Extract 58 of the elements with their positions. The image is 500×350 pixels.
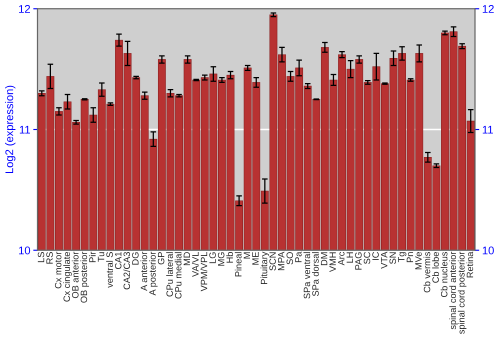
- x-tick-label: Tg: [398, 252, 406, 262]
- x-tick-label: ME: [252, 252, 259, 265]
- x-tick-label: M: [244, 252, 250, 259]
- x-tick-label: SCN: [269, 252, 276, 271]
- y2-tick-label: 11: [482, 126, 493, 134]
- x-tick-label: DG: [132, 252, 139, 265]
- x-tick-label: ventral S: [106, 252, 113, 288]
- x-tick-label: SPa dorsal: [312, 252, 319, 296]
- x-tick-label: SC: [364, 252, 370, 264]
- x-tick-label: SN: [389, 252, 396, 264]
- x-tick-label: CA1: [114, 252, 122, 270]
- y-tick-label: 12: [19, 5, 30, 13]
- x-tick-label: Arc: [338, 252, 344, 266]
- x-tick-label: MG: [218, 252, 224, 266]
- x-tick-label: Cx cingulate: [63, 252, 72, 302]
- x-tick-label: MPA: [278, 252, 284, 270]
- x-tick-label: Pituitary: [260, 252, 270, 284]
- x-tick-label: RS: [46, 252, 53, 264]
- y-tick-label: 11: [20, 126, 30, 134]
- x-tick-label: IC: [372, 252, 379, 260]
- x-tick-label: Tu: [98, 252, 104, 262]
- x-tick-label: Hb: [226, 252, 233, 263]
- y2-tick-label: 10: [482, 246, 494, 254]
- x-tick-label: A posterior: [149, 252, 158, 296]
- x-tick-label: CPu medial: [174, 252, 182, 299]
- x-tick-label: Retina: [466, 252, 474, 278]
- x-tick-label: spinal cord anterior: [449, 252, 458, 330]
- x-tick-label: CA2/CA3: [123, 252, 130, 290]
- x-tick-label: MD: [184, 252, 190, 266]
- y2-tick-label: 12: [482, 5, 494, 13]
- x-tick-label: Pn: [406, 252, 414, 262]
- x-tick-label: OB posterior: [80, 252, 89, 303]
- x-tick-label: CPu lateral: [166, 252, 173, 297]
- x-tick-label: VPM/VPL: [200, 252, 208, 292]
- x-tick-label: OB anterior: [72, 252, 79, 298]
- x-tick-label: SPa ventral: [303, 252, 310, 299]
- x-tick-label: LH: [346, 252, 353, 263]
- x-tick-label: SO: [286, 252, 294, 264]
- x-tick-label: MVe: [415, 252, 422, 270]
- x-tick-label: VTA: [380, 252, 388, 269]
- x-tick-label: Cb nucleus: [440, 252, 448, 298]
- x-tick-label: DM: [320, 252, 328, 266]
- x-tick-label: Pir: [88, 252, 96, 262]
- x-tick-label: A anterior: [140, 252, 148, 291]
- x-tick-label: Cb lobe: [432, 252, 439, 283]
- x-tick-label: spinal cord posterior: [458, 252, 466, 334]
- x-tick-label: Pineal: [234, 252, 242, 276]
- x-tick-label: VMH: [330, 252, 336, 272]
- x-tick-label: Cb vermis: [424, 252, 430, 292]
- y-tick-label: 10: [19, 246, 30, 254]
- x-tick-label: Cx motor: [54, 252, 62, 288]
- x-tick-label: LS: [38, 252, 44, 262]
- x-tick-label: Pa: [295, 252, 302, 262]
- x-tick-label: LG: [209, 252, 216, 264]
- x-tick-label: PAG: [355, 252, 362, 270]
- x-tick-label: GP: [158, 252, 164, 264]
- x-tick-label: VA/VL: [192, 252, 199, 277]
- y-axis-title: Log2 (expression): [5, 86, 16, 174]
